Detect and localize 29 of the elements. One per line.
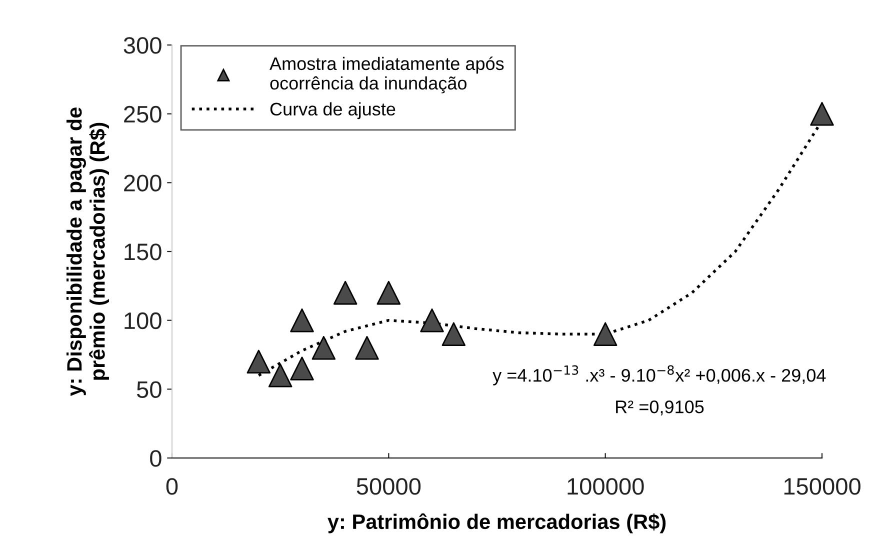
legend-label: Curva de ajuste [270, 102, 396, 120]
y-tick-label: 150 [124, 244, 162, 260]
annotation: R² =0,9105 [616, 400, 704, 416]
x-axis-title: y: Patrimônio de mercadorias (R$) [328, 513, 666, 534]
legend-label: Amostra imediatamente após ocorrência da inundação [270, 56, 504, 94]
point [246, 350, 271, 374]
annotation: y =4.10$^{−13}$ .x³ - 9.10$^{−8}$x² +0,006.x - 29,04 [492, 365, 826, 386]
y-tick-label: 200 [124, 174, 162, 192]
y-tick-label: 50 [136, 381, 162, 398]
point [442, 322, 466, 346]
point [268, 364, 292, 388]
point [312, 336, 336, 360]
point [355, 336, 379, 360]
point [420, 308, 444, 332]
x-tick-label: 150000 [784, 478, 860, 495]
y-axis-title: y: Disponibilidade a pagar de prêmio (mercadorias) (R$) [66, 107, 109, 396]
point [593, 322, 618, 346]
point [333, 280, 358, 305]
x-tick-label: 50000 [356, 478, 421, 495]
y-tick-label: 100 [124, 312, 162, 330]
point [290, 308, 314, 332]
y-tick-label: 300 [124, 37, 162, 54]
point [290, 356, 314, 380]
point [376, 280, 401, 305]
y-tick-label: 250 [124, 106, 162, 123]
x-tick-label: 100000 [568, 478, 644, 495]
y-tick-label: 0 [150, 450, 162, 467]
x-tick-label: 0 [166, 478, 178, 495]
point [810, 102, 834, 126]
